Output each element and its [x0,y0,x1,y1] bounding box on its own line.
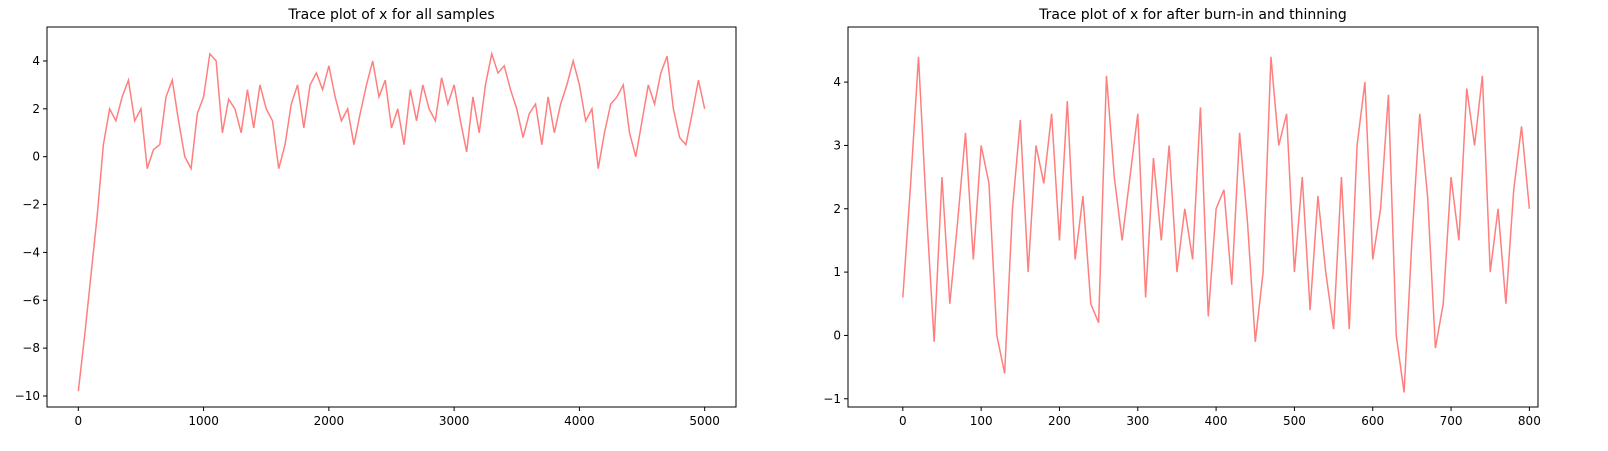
trace-line [902,56,1531,393]
x-tick-label: 700 [1440,414,1463,428]
x-tick-label: 100 [970,414,993,428]
y-tick-label: −6 [22,293,40,307]
y-tick-label: 4 [32,54,40,68]
x-tick-label: 200 [1048,414,1071,428]
chart-title: Trace plot of x for after burn-in and th… [1038,7,1347,23]
y-tick-label: 2 [833,202,841,216]
x-tick-label: 0 [899,414,907,428]
x-tick-label: 800 [1518,414,1541,428]
x-tick-label: 500 [1283,414,1306,428]
y-tick-label: −2 [22,198,40,212]
x-tick-label: 2000 [314,414,345,428]
y-tick-label: −1 [823,392,841,406]
y-tick-label: 1 [833,265,841,279]
axes-frame [46,26,737,408]
x-tick-label: 0 [74,414,82,428]
y-tick-label: 4 [833,75,841,89]
y-tick-label: −10 [15,389,40,403]
y-tick-label: −8 [22,341,40,355]
y-tick-label: −4 [22,245,40,259]
x-tick-label: 5000 [689,414,720,428]
x-tick-label: 300 [1126,414,1149,428]
x-tick-label: 1000 [188,414,219,428]
x-tick-label: 3000 [439,414,470,428]
y-tick-label: 2 [32,102,40,116]
y-tick-label: 3 [833,138,841,152]
y-tick-label: 0 [32,150,40,164]
chart-title: Trace plot of x for all samples [287,7,494,23]
y-tick-label: 0 [833,328,841,342]
x-tick-label: 600 [1361,414,1384,428]
axes-frame [847,26,1539,408]
trace-line [77,50,706,392]
x-tick-label: 4000 [564,414,595,428]
x-tick-label: 400 [1205,414,1228,428]
